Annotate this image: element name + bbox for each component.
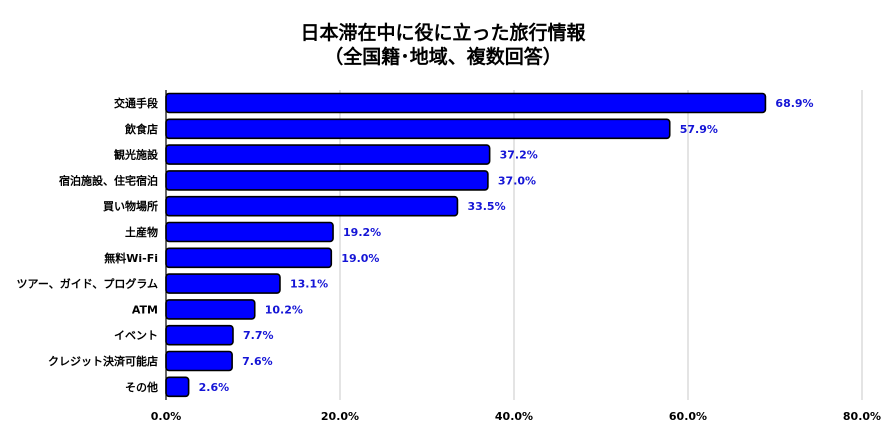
bar xyxy=(165,195,459,217)
category-label: クレジット決済可能店 xyxy=(48,354,158,368)
x-tick-label: 60.0% xyxy=(669,410,707,423)
bar xyxy=(165,324,234,346)
bar xyxy=(165,144,491,165)
x-tick-label: 40.0% xyxy=(495,410,533,423)
gridlines xyxy=(339,90,863,400)
data-label: 2.6% xyxy=(199,381,230,394)
x-tick-label: 80.0% xyxy=(843,410,881,423)
chart-title: 日本滞在中に役に立った旅行情報 xyxy=(300,22,586,44)
category-label: 無料Wi-Fi xyxy=(104,251,158,265)
data-label: 10.2% xyxy=(265,303,303,316)
bar xyxy=(165,221,334,243)
data-label: 37.2% xyxy=(500,149,538,162)
data-label: 19.0% xyxy=(341,252,379,265)
chart-subtitle: （全国籍･地域、複数回答） xyxy=(324,46,562,68)
category-label: 土産物 xyxy=(125,225,158,239)
data-label: 33.5% xyxy=(467,200,505,213)
category-label: その他 xyxy=(125,380,158,394)
data-label: 13.1% xyxy=(290,278,328,291)
labels: 0.0% 20.0% 40.0% 60.0% 80.0% 交通手段 68.9% 飲食店 57.9… xyxy=(17,96,882,423)
category-label: 宿泊施設、住宅宿泊 xyxy=(59,173,158,187)
category-label: 観光施設 xyxy=(114,148,159,162)
x-tick-label: 0.0% xyxy=(151,410,182,423)
bar xyxy=(165,118,671,140)
category-label: イベント xyxy=(114,329,158,342)
category-label: ツアー、ガイド、プログラム xyxy=(17,277,158,291)
x-tick-label: 20.0% xyxy=(321,410,359,423)
bar xyxy=(165,170,489,191)
category-label: 交通手段 xyxy=(114,96,158,110)
category-label: 買い物場所 xyxy=(103,199,158,213)
data-label: 57.9% xyxy=(680,123,718,136)
bar xyxy=(165,92,767,114)
data-label: 19.2% xyxy=(343,226,381,239)
bar xyxy=(165,350,233,372)
category-label: 飲食店 xyxy=(124,122,158,136)
bars xyxy=(165,92,767,398)
data-label: 7.6% xyxy=(242,355,273,368)
data-label: 68.9% xyxy=(775,97,813,110)
data-label: 7.7% xyxy=(243,329,274,342)
bar xyxy=(165,376,190,398)
bar xyxy=(165,299,256,320)
bar xyxy=(165,273,281,294)
data-label: 37.0% xyxy=(498,174,536,187)
bar xyxy=(165,247,333,269)
category-label: ATM xyxy=(132,303,158,316)
